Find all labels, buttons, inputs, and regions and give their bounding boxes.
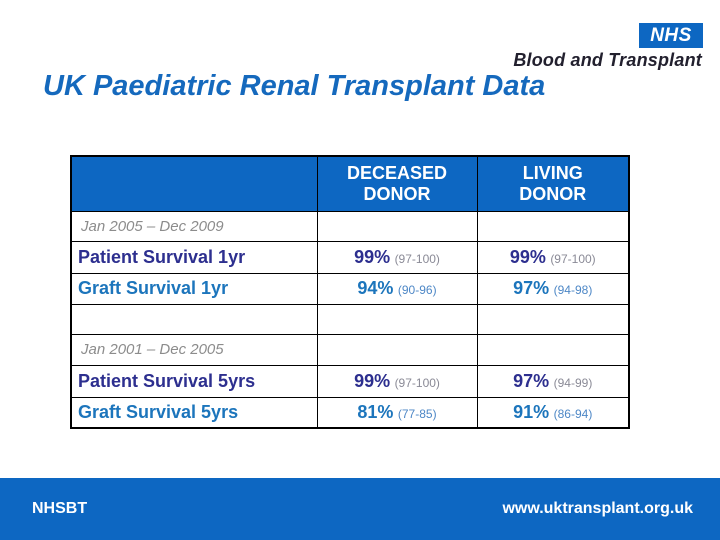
page-title: UK Paediatric Renal Transplant Data	[43, 70, 546, 102]
header-line: LIVING	[522, 162, 583, 183]
value-cell-deceased: 99% (97-100)	[316, 240, 478, 274]
value-percent: 99%	[354, 370, 391, 391]
table-row-patient-survival-1yr: Patient Survival 1yr 99% (97-100) 99% (9…	[70, 240, 630, 274]
header-cell-blank	[70, 155, 318, 212]
header-line: DECEASED	[346, 162, 448, 183]
header-line: DONOR	[363, 183, 431, 204]
value-cell-deceased: 94% (90-96)	[316, 272, 478, 305]
value-percent: 97%	[513, 370, 550, 391]
value-percent: 94%	[357, 278, 394, 298]
value-cell-living	[476, 333, 630, 366]
footer-website-text: www.uktransplant.org.uk	[502, 500, 693, 517]
table-row-graft-survival-1yr: Graft Survival 1yr 94% (90-96) 97% (94-9…	[70, 272, 630, 305]
org-name: Blood and Transplant	[513, 50, 702, 70]
value-cell-deceased	[316, 210, 478, 242]
value-cell-living: 97% (94-99)	[476, 364, 630, 398]
value-cell-living: 91% (86-94)	[476, 396, 630, 429]
nhs-logo: NHS	[639, 23, 703, 48]
value-cell-living: 99% (97-100)	[476, 240, 630, 274]
value-cell-deceased: 99% (97-100)	[316, 364, 478, 398]
row-label: Patient Survival 5yrs	[70, 364, 318, 398]
table-header-row: DECEASED DONOR LIVING DONOR	[70, 155, 630, 212]
row-label: Jan 2001 – Dec 2005	[70, 333, 318, 366]
value-cell-living: 97% (94-98)	[476, 272, 630, 305]
value-percent: 81%	[357, 401, 394, 422]
value-cell-living	[476, 303, 630, 335]
value-confidence-interval: (97-100)	[394, 251, 440, 266]
value-cell-deceased: 81% (77-85)	[316, 396, 478, 429]
row-label: Graft Survival 5yrs	[70, 396, 318, 429]
value-cell-deceased	[316, 303, 478, 335]
row-label: Jan 2005 – Dec 2009	[70, 210, 318, 242]
footer-bar: NHSBT www.uktransplant.org.uk	[0, 478, 720, 540]
value-confidence-interval: (97-100)	[394, 375, 440, 390]
value-confidence-interval: (97-100)	[550, 251, 596, 266]
value-cell-living	[476, 210, 630, 242]
row-label	[70, 303, 318, 335]
nhs-logo-text: NHS	[650, 24, 692, 46]
value-confidence-interval: (77-85)	[397, 406, 437, 421]
header-cell-deceased-donor: DECEASED DONOR	[316, 155, 478, 212]
value-confidence-interval: (90-96)	[397, 283, 437, 297]
value-confidence-interval: (86-94)	[553, 406, 593, 421]
value-percent: 99%	[509, 246, 546, 267]
value-confidence-interval: (94-99)	[553, 375, 593, 390]
footer-org-label: NHSBT	[32, 500, 88, 517]
value-confidence-interval: (94-98)	[553, 283, 593, 297]
table-row-period-2001-2005: Jan 2001 – Dec 2005	[70, 333, 630, 366]
value-percent: 99%	[354, 246, 391, 267]
header-line: DONOR	[519, 183, 587, 204]
row-label: Graft Survival 1yr	[70, 272, 318, 305]
value-cell-deceased	[316, 333, 478, 366]
table-row-empty	[70, 303, 630, 335]
row-label: Patient Survival 1yr	[70, 240, 318, 274]
value-percent: 91%	[513, 401, 550, 422]
survival-data-table: DECEASED DONOR LIVING DONOR Jan 2005 – D…	[70, 155, 630, 429]
value-percent: 97%	[513, 278, 550, 298]
table-row-graft-survival-5yrs: Graft Survival 5yrs 81% (77-85) 91% (86-…	[70, 396, 630, 429]
table-row-period-2005-2009: Jan 2005 – Dec 2009	[70, 210, 630, 242]
header-cell-living-donor: LIVING DONOR	[476, 155, 630, 212]
table-row-patient-survival-5yrs: Patient Survival 5yrs 99% (97-100) 97% (…	[70, 364, 630, 398]
